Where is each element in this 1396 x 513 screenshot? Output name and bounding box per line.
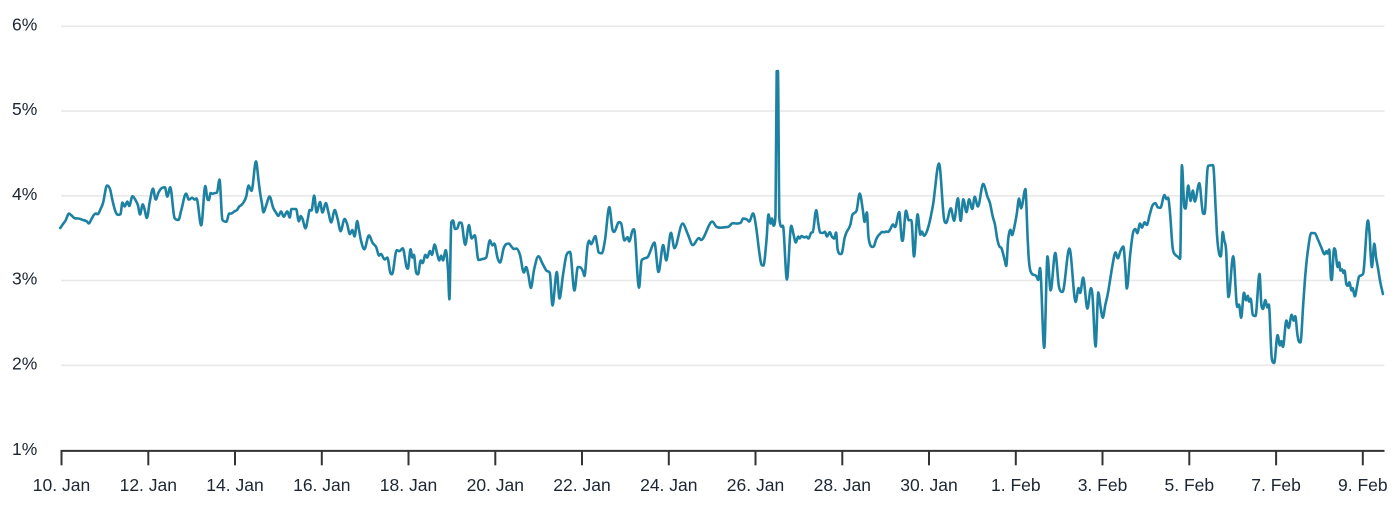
svg-text:18. Jan: 18. Jan [380, 475, 437, 495]
svg-text:6%: 6% [12, 14, 37, 34]
svg-text:9. Feb: 9. Feb [1338, 475, 1388, 495]
svg-text:14. Jan: 14. Jan [206, 475, 263, 495]
svg-text:10. Jan: 10. Jan [33, 475, 90, 495]
svg-text:16. Jan: 16. Jan [293, 475, 350, 495]
svg-text:24. Jan: 24. Jan [640, 475, 697, 495]
svg-text:5%: 5% [12, 99, 37, 119]
svg-text:26. Jan: 26. Jan [727, 475, 784, 495]
svg-text:28. Jan: 28. Jan [814, 475, 871, 495]
svg-text:1. Feb: 1. Feb [991, 475, 1041, 495]
svg-text:5. Feb: 5. Feb [1164, 475, 1214, 495]
svg-text:3%: 3% [12, 269, 37, 289]
svg-text:1%: 1% [12, 439, 37, 459]
svg-text:3. Feb: 3. Feb [1078, 475, 1128, 495]
svg-text:22. Jan: 22. Jan [553, 475, 610, 495]
svg-text:20. Jan: 20. Jan [467, 475, 524, 495]
svg-text:12. Jan: 12. Jan [120, 475, 177, 495]
svg-text:4%: 4% [12, 184, 37, 204]
svg-text:7. Feb: 7. Feb [1251, 475, 1301, 495]
svg-text:30. Jan: 30. Jan [900, 475, 957, 495]
svg-text:2%: 2% [12, 353, 37, 373]
